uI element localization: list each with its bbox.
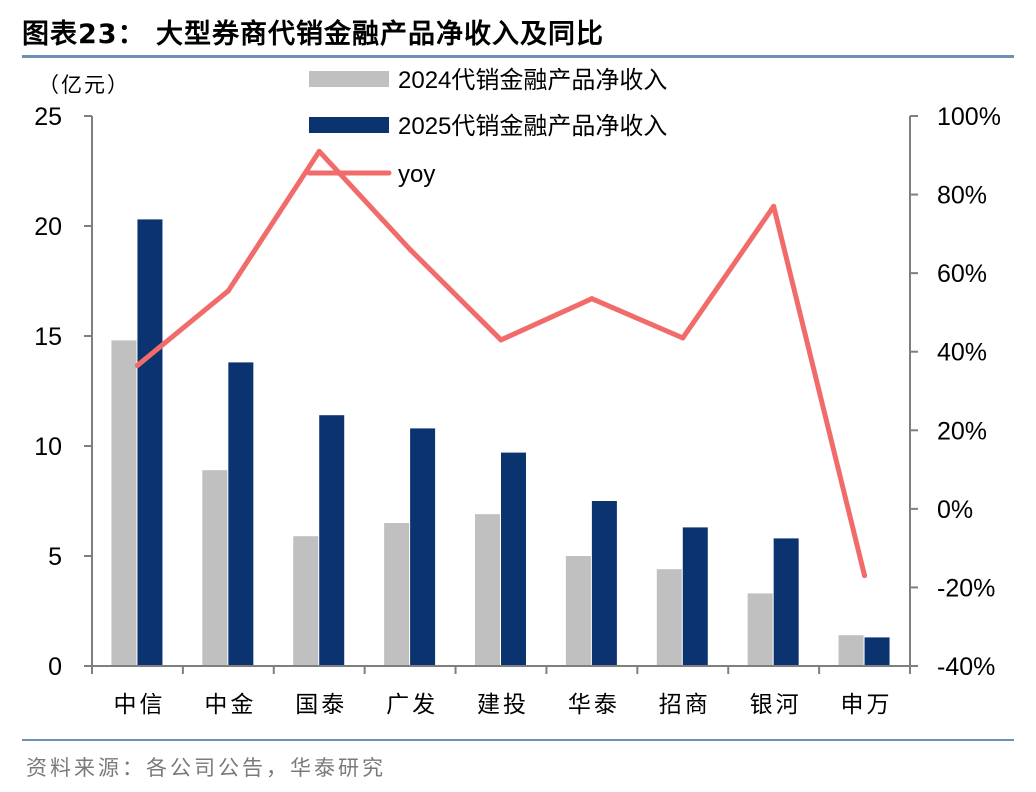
bar-2025-3	[410, 428, 436, 666]
x-tick-label: 申万	[841, 692, 893, 718]
bottom-divider	[22, 739, 1014, 741]
bar-2025-7	[773, 538, 799, 666]
bar-2024-5	[565, 556, 591, 666]
y-axis-unit-label: （亿元）	[38, 73, 130, 97]
legend-label-yoy: yoy	[398, 161, 435, 188]
y-left-tick-label: 10	[34, 433, 62, 461]
y-left-tick-label: 5	[48, 543, 62, 571]
yoy-point-3	[407, 247, 413, 253]
legend-label-2024: 2024代销金融产品净收入	[398, 67, 667, 94]
y-left-tick-label: 20	[34, 213, 62, 241]
legend-swatch-2025	[309, 117, 389, 133]
y-right-tick-label: 60%	[937, 260, 987, 288]
bar-2025-8	[864, 637, 890, 666]
y-right-tick-label: 0%	[937, 496, 973, 524]
yoy-point-6	[680, 335, 686, 341]
y-right-tick-label: 100%	[937, 103, 1001, 131]
x-tick-label: 中金	[204, 692, 256, 718]
bar-2024-8	[838, 635, 864, 666]
axes-layer: 0 5 10 15 20 25 -40% -20% 0% 20% 40% 60% 80% 100% 中信 中金…	[34, 103, 1001, 718]
yoy-point-5	[589, 296, 595, 302]
x-tick-label: 中信	[113, 692, 165, 718]
y-left-tick-label: 0	[48, 653, 62, 681]
bar-2024-0	[111, 340, 137, 666]
x-tick-label: 华泰	[568, 692, 620, 718]
y-right-tick-label: -20%	[937, 574, 995, 602]
y-right-tick-label: 40%	[937, 339, 987, 367]
bar-2024-4	[475, 514, 500, 666]
y-right-tick-label: 20%	[937, 417, 987, 445]
x-tick-label: 建投	[477, 692, 529, 718]
bar-2025-5	[591, 501, 617, 666]
x-tick-label: 国泰	[295, 692, 347, 718]
legend: 2024代销金融产品净收入 2025代销金融产品净收入 yoy	[306, 67, 667, 188]
yoy-point-7	[771, 203, 777, 209]
bar-2024-3	[384, 523, 410, 666]
bar-2025-4	[501, 452, 526, 666]
yoy-point-2	[316, 148, 322, 154]
bar-2024-1	[202, 470, 228, 666]
y-right-tick-label: -40%	[937, 653, 995, 681]
x-tick-label: 广发	[386, 692, 438, 718]
yoy-point-8	[862, 573, 868, 579]
legend-swatch-2024	[309, 71, 389, 87]
bar-2024-2	[293, 536, 319, 666]
figure-title: 图表23： 大型券商代销金融产品净收入及同比	[22, 19, 604, 50]
x-tick-label: 银河	[750, 692, 802, 718]
yoy-point-4	[498, 337, 504, 343]
yoy-point-0	[134, 362, 140, 368]
yoy-line-layer	[134, 148, 868, 579]
legend-label-2025: 2025代销金融产品净收入	[398, 113, 667, 140]
bar-2025-6	[682, 527, 708, 666]
bars-layer	[111, 219, 890, 666]
bar-2024-7	[747, 593, 773, 666]
yoy-point-1	[225, 288, 231, 294]
bar-2025-1	[228, 362, 254, 666]
x-tick-label: 招商	[659, 692, 711, 718]
source-note: 资料来源：各公司公告，华泰研究	[26, 756, 386, 780]
bar-2024-6	[656, 569, 682, 666]
bar-2025-0	[137, 219, 163, 666]
top-divider	[22, 55, 1014, 58]
y-right-tick-label: 80%	[937, 182, 987, 210]
y-left-tick-label: 15	[34, 323, 62, 351]
bar-2025-2	[319, 415, 345, 666]
y-left-tick-label: 25	[34, 103, 62, 131]
